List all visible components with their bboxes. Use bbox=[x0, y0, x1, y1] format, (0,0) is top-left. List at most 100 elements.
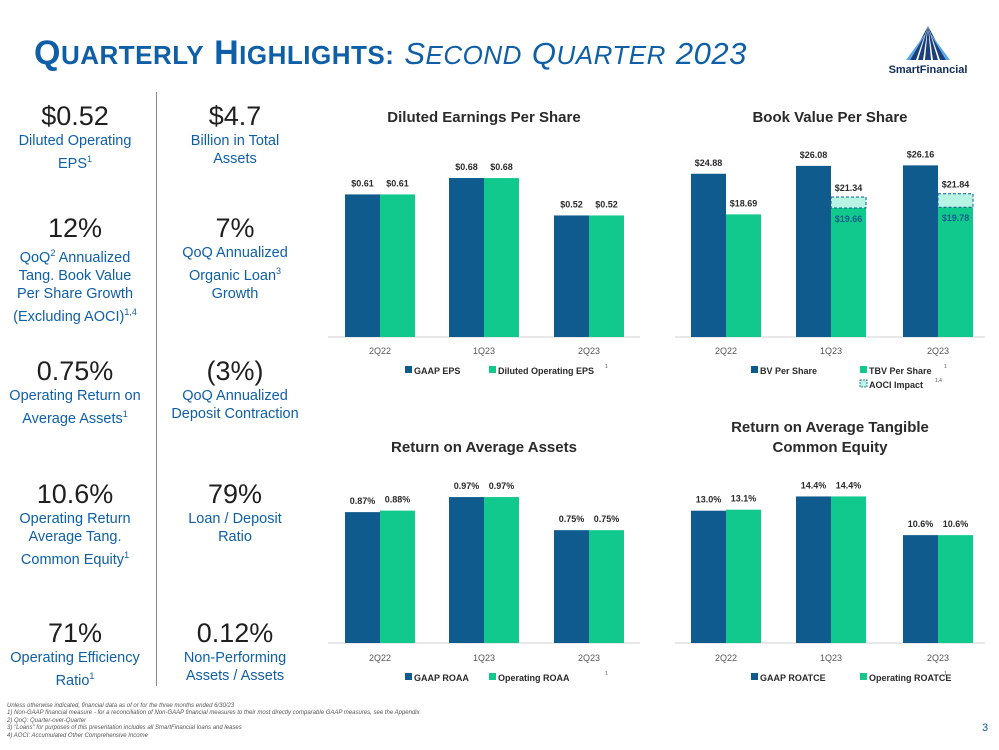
bar-aoci-impact-2Q23 bbox=[937, 193, 974, 208]
data-label-eps-b-1Q23: $0.68 bbox=[490, 162, 513, 172]
kpi-npa-assets: 0.12% Non-Performing Assets / Assets bbox=[183, 618, 287, 684]
data-label-roatce-a-1Q23: 14.4% bbox=[801, 480, 827, 490]
tick-label-roatce-2Q22: 2Q22 bbox=[715, 653, 737, 663]
bar-roaa-a-2Q22 bbox=[345, 512, 380, 643]
legend-swatch-aoci bbox=[859, 379, 868, 388]
bar-roatce-a-2Q23 bbox=[903, 535, 938, 643]
data-label-eps-b-2Q22: $0.61 bbox=[386, 178, 409, 188]
logo-mark-icon bbox=[906, 26, 950, 60]
bar-bvps-b-1Q23 bbox=[831, 208, 866, 337]
legend-swatch-bvps-b bbox=[860, 366, 867, 373]
chart-title-roaa: Return on Average Assets bbox=[391, 439, 577, 456]
tick-label-roatce-1Q23: 1Q23 bbox=[820, 653, 842, 663]
data-label-roatce-a-2Q22: 13.0% bbox=[696, 495, 722, 505]
bar-roatce-a-2Q22 bbox=[691, 510, 726, 643]
data-label-bvps-a-1Q23: $26.08 bbox=[800, 150, 828, 160]
bar-roaa-a-2Q23 bbox=[554, 530, 589, 643]
data-label-roaa-a-2Q23: 0.75% bbox=[559, 514, 585, 524]
data-label-roatce-b-2Q23: 10.6% bbox=[943, 519, 969, 529]
kpi-efficiency-ratio: 71% Operating Efficiency Ratio1 bbox=[10, 618, 140, 689]
bar-eps-b-2Q23 bbox=[589, 215, 624, 337]
bar-eps-a-1Q23 bbox=[449, 178, 484, 337]
data-label-eps-a-2Q22: $0.61 bbox=[351, 178, 374, 188]
tick-label-roaa-1Q23: 1Q23 bbox=[473, 653, 495, 663]
data-label-roatce-b-1Q23: 14.4% bbox=[836, 480, 862, 490]
data-label-roaa-a-2Q22: 0.87% bbox=[350, 496, 376, 506]
data-label-eps-a-1Q23: $0.68 bbox=[455, 162, 478, 172]
legend-label-bvps-a: BV Per Share bbox=[760, 366, 817, 376]
legend-swatch-eps-b bbox=[489, 366, 496, 373]
bar-roaa-a-1Q23 bbox=[449, 497, 484, 643]
bar-bvps-a-2Q23 bbox=[903, 165, 938, 337]
legend-footnote-roaa: 1 bbox=[605, 671, 608, 677]
data-label-bvps-a-2Q23: $26.16 bbox=[907, 149, 935, 159]
bar-eps-b-2Q22 bbox=[380, 194, 415, 337]
chart-title-bvps: Book Value Per Share bbox=[752, 109, 907, 126]
data-label-bvps-b-2Q23: $19.78 bbox=[942, 213, 970, 223]
tick-label-eps-2Q22: 2Q22 bbox=[369, 346, 391, 356]
page-number: 3 bbox=[982, 722, 989, 734]
data-label-roaa-a-1Q23: 0.97% bbox=[454, 481, 480, 491]
bar-eps-b-1Q23 bbox=[484, 178, 519, 337]
kpi-deposit-contraction: (3%) QoQ Annualized Deposit Contraction bbox=[171, 356, 299, 422]
bar-roatce-b-2Q22 bbox=[726, 509, 761, 643]
legend-label-aoci: AOCI Impact bbox=[869, 380, 923, 390]
data-label-aoci-1Q23: $21.34 bbox=[835, 183, 863, 193]
company-logo: SmartFinancial bbox=[880, 24, 976, 76]
data-label-aoci-2Q23: $21.84 bbox=[942, 180, 970, 190]
bar-bvps-a-1Q23 bbox=[796, 165, 831, 337]
kpi-total-assets: $4.7 Billion in Total Assets bbox=[190, 101, 280, 167]
bar-roatce-b-1Q23 bbox=[831, 496, 866, 643]
kpi-loan-deposit-ratio: 79% Loan / Deposit Ratio bbox=[188, 479, 282, 545]
legend-label-roaa-a: GAAP ROAA bbox=[414, 673, 469, 683]
data-label-eps-a-2Q23: $0.52 bbox=[560, 199, 583, 209]
legend-swatch-roaa-a bbox=[405, 673, 412, 680]
bar-roaa-b-2Q23 bbox=[589, 530, 624, 643]
legend-swatch-roatce-b bbox=[860, 673, 867, 680]
tick-label-eps-1Q23: 1Q23 bbox=[473, 346, 495, 356]
bar-roaa-b-2Q22 bbox=[380, 510, 415, 643]
tick-label-bvps-2Q22: 2Q22 bbox=[715, 346, 737, 356]
bar-roaa-b-1Q23 bbox=[484, 497, 519, 643]
tick-label-roaa-2Q23: 2Q23 bbox=[578, 653, 600, 663]
legend-swatch-roatce-a bbox=[751, 673, 758, 680]
legend-footnote-aoci: 1,4 bbox=[935, 378, 942, 384]
legend-label-bvps-b: TBV Per Share bbox=[869, 366, 932, 376]
bar-eps-a-2Q22 bbox=[345, 194, 380, 337]
data-label-eps-b-2Q23: $0.52 bbox=[595, 199, 618, 209]
data-label-bvps-b-1Q23: $19.66 bbox=[835, 214, 863, 224]
chart-title-roatce: Common Equity bbox=[773, 439, 889, 456]
tick-label-roatce-2Q23: 2Q23 bbox=[927, 653, 949, 663]
legend-footnote-bvps: 1 bbox=[944, 364, 947, 370]
bar-roatce-b-2Q23 bbox=[938, 535, 973, 643]
legend-swatch-eps-a bbox=[405, 366, 412, 373]
kpi-divider bbox=[156, 92, 157, 686]
tick-label-roaa-2Q22: 2Q22 bbox=[369, 653, 391, 663]
bar-bvps-b-2Q23 bbox=[938, 207, 973, 337]
data-label-bvps-a-2Q22: $24.88 bbox=[695, 158, 723, 168]
legend-swatch-roaa-b bbox=[489, 673, 496, 680]
legend-label-roatce-a: GAAP ROATCE bbox=[760, 673, 826, 683]
chart-title-eps: Diluted Earnings Per Share bbox=[387, 109, 580, 126]
footnotes: Unless otherwise indicated, financial da… bbox=[7, 703, 420, 739]
data-label-roatce-a-2Q23: 10.6% bbox=[908, 519, 934, 529]
tick-label-eps-2Q23: 2Q23 bbox=[578, 346, 600, 356]
bar-roatce-a-1Q23 bbox=[796, 496, 831, 643]
legend-footnote-roatce: 1 bbox=[944, 671, 947, 677]
bar-eps-a-2Q23 bbox=[554, 215, 589, 337]
tick-label-bvps-2Q23: 2Q23 bbox=[927, 346, 949, 356]
legend-label-roatce-b: Operating ROATCE bbox=[869, 673, 951, 683]
kpi-diluted-operating-eps: $0.52 Diluted Operating EPS1 bbox=[18, 101, 132, 172]
data-label-roatce-b-2Q22: 13.1% bbox=[731, 494, 757, 504]
kpi-operating-roaa: 0.75% Operating Return on Average Assets1 bbox=[9, 356, 141, 427]
legend-label-eps-a: GAAP EPS bbox=[414, 366, 460, 376]
data-label-roaa-b-2Q23: 0.75% bbox=[594, 514, 620, 524]
legend-footnote-eps: 1 bbox=[605, 364, 608, 370]
bar-bvps-a-2Q22 bbox=[691, 173, 726, 337]
data-label-bvps-b-2Q22: $18.69 bbox=[730, 198, 758, 208]
bar-bvps-b-2Q22 bbox=[726, 214, 761, 337]
legend-swatch-bvps-a bbox=[751, 366, 758, 373]
bar-aoci-impact-1Q23 bbox=[830, 196, 867, 209]
data-label-roaa-b-2Q22: 0.88% bbox=[385, 495, 411, 505]
